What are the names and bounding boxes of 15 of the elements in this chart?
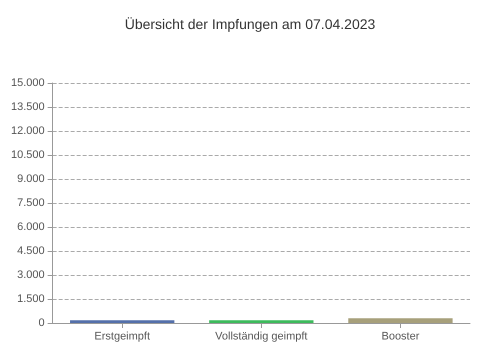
y-tick-label: 1.500: [17, 293, 45, 305]
y-tick-label: 10.500: [10, 149, 45, 161]
y-tick-label: 4.500: [17, 245, 45, 257]
y-tick-label: 3.000: [17, 269, 45, 281]
y-tick-label: 13.500: [10, 101, 45, 113]
y-tick-label: 0: [38, 317, 45, 329]
y-tick-label: 6.000: [17, 221, 45, 233]
chart-title: Übersicht der Impfungen am 07.04.2023: [124, 16, 376, 32]
y-tick-label: 12.000: [10, 125, 45, 137]
y-tick-label: 7.500: [17, 197, 45, 209]
y-tick-label: 15.000: [10, 77, 45, 89]
x-tick-label: Booster: [381, 330, 420, 342]
x-tick-label: Erstgeimpft: [94, 330, 150, 342]
x-tick-label: Vollständig geimpft: [215, 330, 308, 342]
y-tick-label: 9.000: [17, 173, 45, 185]
